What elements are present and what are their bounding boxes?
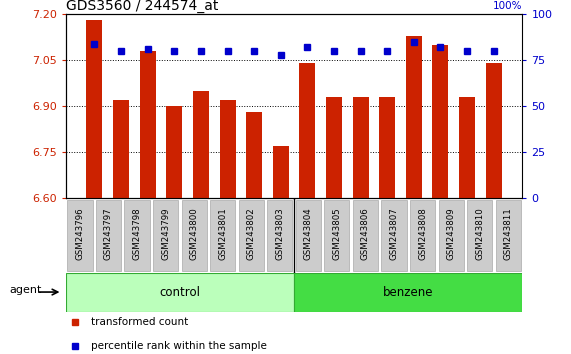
Text: GSM243805: GSM243805: [332, 207, 341, 260]
Text: GSM243810: GSM243810: [475, 207, 484, 260]
Bar: [326, 97, 342, 198]
FancyBboxPatch shape: [124, 200, 150, 271]
Bar: [379, 97, 395, 198]
Text: benzene: benzene: [383, 286, 433, 298]
FancyBboxPatch shape: [439, 200, 464, 271]
Bar: [486, 63, 502, 198]
FancyBboxPatch shape: [294, 273, 522, 312]
Text: GSM243801: GSM243801: [218, 207, 227, 260]
Text: GSM243808: GSM243808: [418, 207, 427, 260]
Bar: [459, 97, 475, 198]
FancyBboxPatch shape: [182, 200, 207, 271]
FancyBboxPatch shape: [353, 200, 378, 271]
Bar: [273, 146, 289, 198]
FancyBboxPatch shape: [324, 200, 349, 271]
FancyBboxPatch shape: [210, 200, 235, 271]
Text: GSM243804: GSM243804: [304, 207, 313, 260]
Text: GSM243803: GSM243803: [275, 207, 284, 260]
Text: GSM243798: GSM243798: [132, 207, 142, 260]
Text: GSM243800: GSM243800: [190, 207, 199, 260]
Bar: [406, 36, 422, 198]
Text: control: control: [159, 286, 200, 298]
Text: transformed count: transformed count: [91, 317, 188, 327]
Bar: [166, 106, 182, 198]
Text: GSM243796: GSM243796: [75, 207, 85, 260]
Bar: [86, 20, 102, 198]
Text: GDS3560 / 244574_at: GDS3560 / 244574_at: [66, 0, 218, 13]
FancyBboxPatch shape: [96, 200, 121, 271]
Text: agent: agent: [10, 285, 42, 295]
Text: GSM243811: GSM243811: [504, 207, 513, 260]
Bar: [193, 91, 209, 198]
Bar: [140, 51, 156, 198]
FancyBboxPatch shape: [381, 200, 407, 271]
FancyBboxPatch shape: [239, 200, 264, 271]
FancyBboxPatch shape: [66, 273, 294, 312]
Bar: [432, 45, 448, 198]
FancyBboxPatch shape: [67, 200, 93, 271]
Text: GSM243802: GSM243802: [247, 207, 256, 260]
Bar: [113, 100, 129, 198]
Bar: [299, 63, 315, 198]
Bar: [246, 112, 262, 198]
Bar: [353, 97, 369, 198]
FancyBboxPatch shape: [496, 200, 521, 271]
FancyBboxPatch shape: [410, 200, 435, 271]
Text: GSM243807: GSM243807: [389, 207, 399, 260]
FancyBboxPatch shape: [267, 200, 292, 271]
Bar: [219, 100, 235, 198]
Text: 100%: 100%: [493, 1, 522, 11]
Text: GSM243809: GSM243809: [447, 207, 456, 260]
FancyBboxPatch shape: [296, 200, 321, 271]
FancyBboxPatch shape: [153, 200, 178, 271]
Text: GSM243797: GSM243797: [104, 207, 113, 260]
FancyBboxPatch shape: [467, 200, 492, 271]
Text: percentile rank within the sample: percentile rank within the sample: [91, 341, 267, 350]
Text: GSM243806: GSM243806: [361, 207, 370, 260]
Text: GSM243799: GSM243799: [161, 208, 170, 260]
